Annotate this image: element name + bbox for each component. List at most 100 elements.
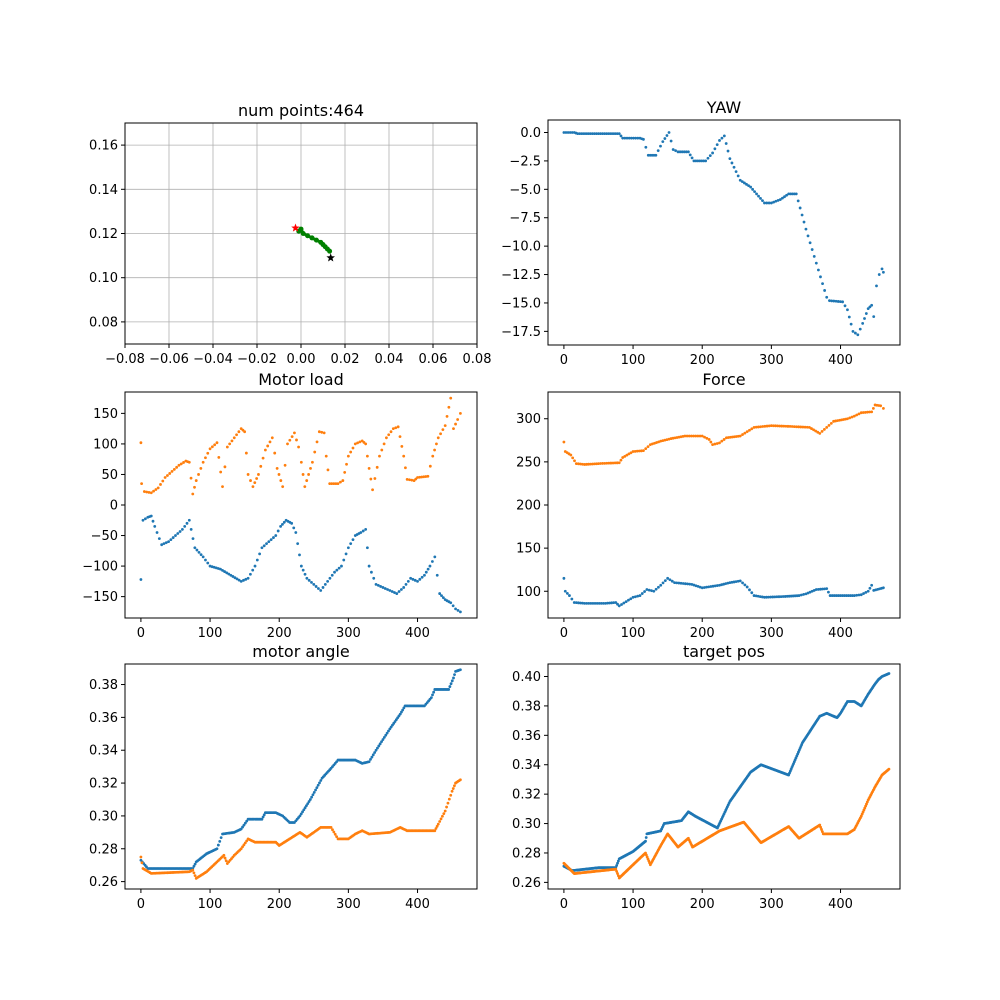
data-point xyxy=(330,573,334,577)
y-tick-label: 0.32 xyxy=(512,788,541,803)
motor-angle-data xyxy=(139,668,462,880)
chart-title: Motor load xyxy=(258,370,344,389)
data-point xyxy=(864,410,867,414)
data-point xyxy=(277,473,281,476)
data-point xyxy=(718,139,721,142)
data-point xyxy=(197,550,201,554)
y-tick-label: −7.5 xyxy=(509,211,541,226)
data-point xyxy=(259,464,263,468)
data-point xyxy=(681,582,685,585)
data-point xyxy=(772,200,776,204)
data-point xyxy=(587,462,590,466)
data-point xyxy=(830,594,834,597)
data-point xyxy=(201,555,205,559)
data-point xyxy=(828,594,832,597)
motor-load-data xyxy=(139,396,462,614)
data-point xyxy=(677,581,681,585)
data-point xyxy=(322,431,326,435)
data-point xyxy=(356,441,359,445)
data-point xyxy=(241,845,244,849)
data-point xyxy=(580,132,584,136)
data-point xyxy=(568,131,572,134)
y-tick-label: 0.30 xyxy=(512,817,541,832)
data-point xyxy=(162,542,166,546)
data-point xyxy=(882,406,885,410)
data-point xyxy=(329,826,333,829)
data-point xyxy=(449,601,453,605)
data-point xyxy=(659,583,663,587)
data-point xyxy=(223,856,227,860)
data-point xyxy=(191,492,195,496)
data-point xyxy=(570,597,574,601)
data-point xyxy=(261,815,265,819)
data-point xyxy=(576,132,580,136)
data-point xyxy=(702,586,706,589)
data-point xyxy=(738,178,742,182)
data-point xyxy=(389,430,393,434)
data-point xyxy=(794,192,798,196)
data-point xyxy=(887,672,891,675)
y-tick-label: 0.38 xyxy=(89,678,118,693)
y-tick-label: 100 xyxy=(93,437,118,452)
data-point xyxy=(720,439,724,443)
data-point xyxy=(823,587,827,591)
data-point xyxy=(859,411,863,415)
x-tick-label: 0.02 xyxy=(331,352,360,367)
data-point xyxy=(385,436,388,440)
data-point xyxy=(642,449,645,453)
data-point xyxy=(349,542,353,546)
data-point xyxy=(605,132,609,136)
data-point xyxy=(759,197,762,200)
y-tick-label: 0.26 xyxy=(89,875,118,890)
data-point xyxy=(690,156,694,160)
data-point xyxy=(793,594,797,598)
data-point xyxy=(391,427,395,431)
data-point xyxy=(155,531,159,534)
data-point xyxy=(718,441,721,445)
data-point xyxy=(326,468,330,472)
data-point xyxy=(168,472,172,475)
data-point xyxy=(388,589,392,592)
data-point xyxy=(279,479,283,482)
data-point xyxy=(861,411,865,414)
data-point xyxy=(759,425,762,429)
chart-title: Force xyxy=(702,370,745,389)
data-point xyxy=(749,185,753,189)
x-tick-label: 400 xyxy=(405,897,430,912)
data-point xyxy=(715,442,719,445)
data-point xyxy=(581,601,584,605)
data-point xyxy=(843,304,847,308)
data-point xyxy=(404,466,407,470)
data-point xyxy=(428,564,432,568)
data-point xyxy=(313,237,319,243)
data-point xyxy=(402,454,406,458)
data-point xyxy=(192,864,196,868)
data-point xyxy=(245,819,249,823)
data-point xyxy=(432,690,436,694)
data-point xyxy=(599,462,602,465)
data-point xyxy=(206,451,210,455)
end-marker xyxy=(326,253,335,262)
data-point xyxy=(157,537,161,540)
data-point xyxy=(255,558,259,562)
data-point xyxy=(294,531,298,534)
data-point xyxy=(303,485,307,489)
y-tick-label: 250 xyxy=(516,455,541,470)
data-point xyxy=(617,461,621,465)
data-point xyxy=(850,594,854,597)
data-point xyxy=(654,153,658,157)
y-tick-label: 300 xyxy=(516,412,541,427)
y-tick-label: −2.5 xyxy=(509,154,541,169)
data-point xyxy=(846,308,849,312)
data-point xyxy=(661,581,665,585)
data-point xyxy=(219,567,222,571)
data-point xyxy=(337,566,341,570)
plot-trajectory: −0.08 −0.06 −0.04 −0.02 0.00 0.02 0.04 0.06 0.08… xyxy=(89,101,491,367)
data-point xyxy=(251,568,255,572)
data-point xyxy=(343,471,347,474)
data-point xyxy=(426,474,430,478)
data-point xyxy=(863,317,866,320)
data-point xyxy=(606,601,609,605)
y-tick-label: 150 xyxy=(93,407,118,422)
data-point xyxy=(798,206,802,210)
